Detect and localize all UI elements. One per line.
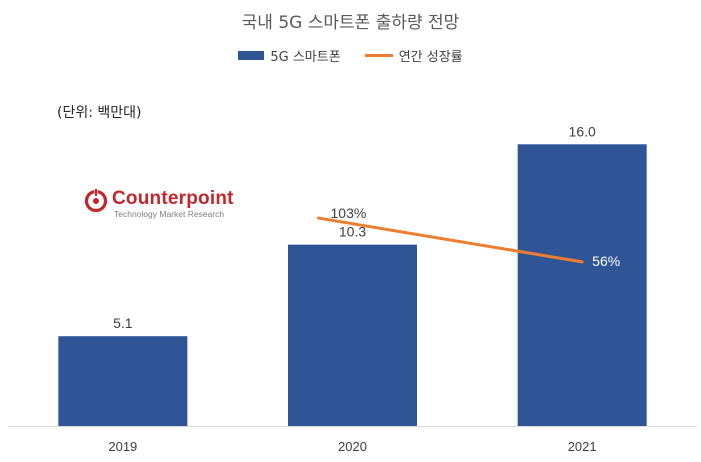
legend-swatch-line bbox=[364, 54, 393, 57]
chart-title: 국내 5G 스마트폰 출하량 전망 bbox=[241, 13, 460, 33]
line-label-2021: 56% bbox=[592, 253, 620, 269]
legend: 5G 스마트폰 연간 성장률 bbox=[0, 46, 701, 65]
bar-label-2020: 10.3 bbox=[339, 224, 366, 240]
bar-2019 bbox=[58, 336, 188, 426]
logo-tagline: Technology Market Research bbox=[114, 209, 225, 219]
counterpoint-logo-icon bbox=[84, 189, 108, 213]
x-tick-2020: 2020 bbox=[338, 439, 367, 454]
x-tick-2021: 2021 bbox=[568, 439, 597, 454]
line-label-2020: 103% bbox=[331, 205, 367, 221]
legend-item-bar: 5G 스마트폰 bbox=[238, 46, 341, 65]
unit-note: (단위: 백만대) bbox=[57, 105, 142, 121]
bar-label-2019: 5.1 bbox=[113, 315, 133, 331]
legend-swatch-bar bbox=[238, 51, 265, 60]
growth-line bbox=[317, 216, 584, 264]
bar-2020 bbox=[288, 244, 417, 426]
legend-label-bar: 5G 스마트폰 bbox=[270, 50, 341, 65]
bar-label-2021: 16.0 bbox=[569, 123, 596, 139]
counterpoint-logo: Counterpoint Technology Market Research bbox=[84, 188, 244, 222]
legend-item-line: 연간 성장률 bbox=[364, 46, 463, 65]
bar-2021 bbox=[517, 144, 647, 427]
x-tick-2019: 2019 bbox=[108, 439, 137, 454]
legend-label-line: 연간 성장률 bbox=[398, 50, 463, 65]
logo-name: Counterpoint bbox=[112, 188, 234, 209]
